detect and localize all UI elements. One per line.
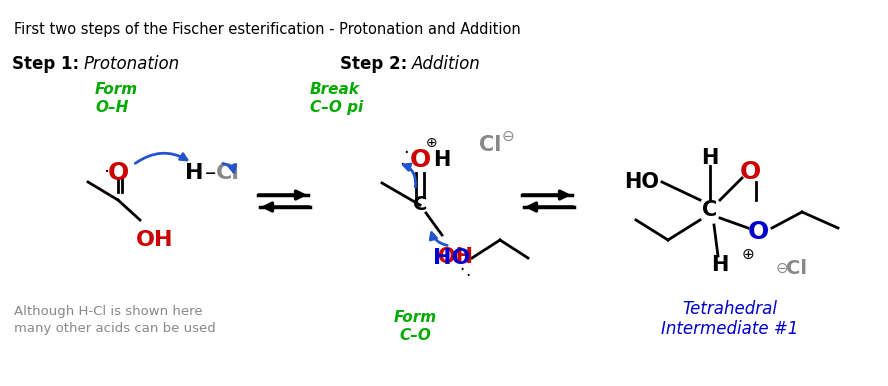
Text: ·: ·: [459, 261, 464, 279]
Text: Step 1:: Step 1:: [12, 55, 79, 73]
Text: ⊕: ⊕: [741, 247, 755, 261]
Text: ⊖: ⊖: [502, 129, 514, 144]
Text: H: H: [711, 255, 729, 275]
Text: H: H: [702, 148, 718, 168]
Text: Addition: Addition: [412, 55, 480, 73]
Text: Cl: Cl: [216, 163, 240, 183]
Text: C: C: [413, 195, 427, 215]
Text: many other acids can be used: many other acids can be used: [14, 322, 216, 335]
Text: ·: ·: [399, 156, 405, 174]
Text: C–O pi: C–O pi: [310, 100, 363, 115]
Text: Step 2:: Step 2:: [340, 55, 408, 73]
Text: H: H: [185, 163, 203, 183]
Text: ·: ·: [122, 164, 128, 183]
Text: O: O: [409, 148, 431, 172]
Text: ·: ·: [403, 144, 408, 162]
Text: ·: ·: [465, 267, 471, 285]
Text: ·: ·: [104, 164, 110, 183]
Text: Protonation: Protonation: [84, 55, 180, 73]
Text: First two steps of the Fischer esterification - Protonation and Addition: First two steps of the Fischer esterific…: [14, 22, 520, 37]
Text: O: O: [107, 161, 129, 185]
Text: Cl: Cl: [479, 135, 501, 155]
Text: Although H-Cl is shown here: Although H-Cl is shown here: [14, 305, 202, 318]
Text: OH: OH: [136, 230, 173, 250]
Text: HO: HO: [624, 172, 660, 192]
Text: HO: HO: [433, 248, 471, 268]
Text: ⊖: ⊖: [775, 261, 789, 276]
Text: O: O: [748, 220, 769, 244]
Text: C–O: C–O: [399, 328, 431, 343]
Text: Intermediate #1: Intermediate #1: [662, 320, 798, 338]
Text: Form: Form: [95, 82, 139, 97]
Text: H: H: [433, 150, 451, 170]
Text: Form: Form: [393, 310, 437, 325]
Text: –: –: [204, 163, 216, 183]
Text: Cl: Cl: [786, 259, 806, 278]
Text: ⊕: ⊕: [426, 136, 438, 150]
Text: O–H: O–H: [95, 100, 129, 115]
Text: Break: Break: [310, 82, 360, 97]
Text: OH: OH: [438, 247, 473, 267]
Text: Tetrahedral: Tetrahedral: [683, 300, 778, 318]
Text: O: O: [740, 160, 761, 184]
Text: C: C: [702, 200, 718, 220]
